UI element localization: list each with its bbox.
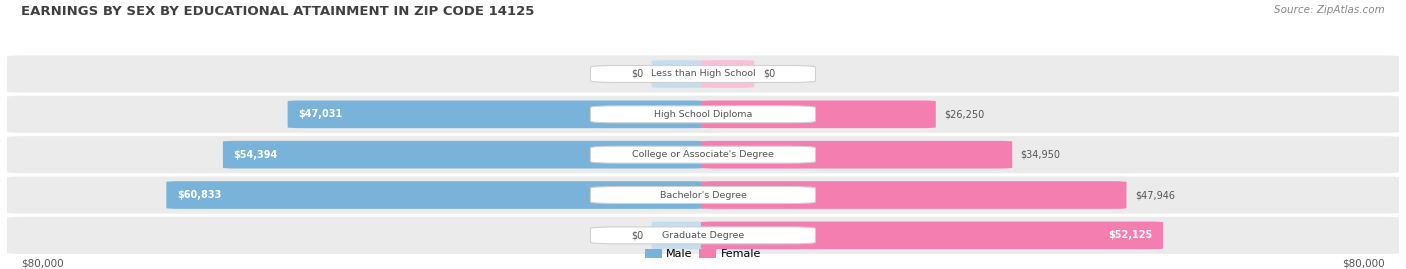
- Text: EARNINGS BY SEX BY EDUCATIONAL ATTAINMENT IN ZIP CODE 14125: EARNINGS BY SEX BY EDUCATIONAL ATTAINMEN…: [21, 5, 534, 18]
- FancyBboxPatch shape: [591, 106, 815, 123]
- FancyBboxPatch shape: [700, 60, 754, 88]
- FancyBboxPatch shape: [7, 176, 1399, 214]
- FancyBboxPatch shape: [591, 187, 815, 203]
- Text: $26,250: $26,250: [945, 109, 984, 119]
- Text: $47,946: $47,946: [1135, 190, 1175, 200]
- FancyBboxPatch shape: [166, 181, 706, 209]
- Text: Less than High School: Less than High School: [651, 69, 755, 79]
- Text: Bachelor's Degree: Bachelor's Degree: [659, 190, 747, 200]
- FancyBboxPatch shape: [288, 101, 706, 128]
- Text: $54,394: $54,394: [233, 150, 278, 160]
- FancyBboxPatch shape: [700, 222, 1163, 249]
- FancyBboxPatch shape: [700, 101, 936, 128]
- FancyBboxPatch shape: [591, 227, 815, 244]
- Text: $47,031: $47,031: [298, 109, 343, 119]
- FancyBboxPatch shape: [7, 136, 1399, 173]
- Text: $80,000: $80,000: [1343, 258, 1385, 268]
- Text: $52,125: $52,125: [1108, 230, 1153, 240]
- Legend: Male, Female: Male, Female: [641, 244, 765, 263]
- Text: $60,833: $60,833: [177, 190, 221, 200]
- FancyBboxPatch shape: [591, 65, 815, 82]
- Text: $80,000: $80,000: [21, 258, 63, 268]
- FancyBboxPatch shape: [652, 60, 706, 88]
- FancyBboxPatch shape: [7, 217, 1399, 254]
- FancyBboxPatch shape: [7, 55, 1399, 93]
- Text: $0: $0: [631, 230, 644, 240]
- Text: College or Associate's Degree: College or Associate's Degree: [633, 150, 773, 159]
- FancyBboxPatch shape: [7, 96, 1399, 133]
- FancyBboxPatch shape: [224, 141, 706, 168]
- Text: $34,950: $34,950: [1021, 150, 1060, 160]
- FancyBboxPatch shape: [700, 181, 1126, 209]
- FancyBboxPatch shape: [652, 222, 706, 249]
- FancyBboxPatch shape: [700, 141, 1012, 168]
- Text: High School Diploma: High School Diploma: [654, 110, 752, 119]
- FancyBboxPatch shape: [591, 146, 815, 163]
- Text: $0: $0: [762, 69, 775, 79]
- Text: Source: ZipAtlas.com: Source: ZipAtlas.com: [1274, 5, 1385, 15]
- Text: $0: $0: [631, 69, 644, 79]
- Text: Graduate Degree: Graduate Degree: [662, 231, 744, 240]
